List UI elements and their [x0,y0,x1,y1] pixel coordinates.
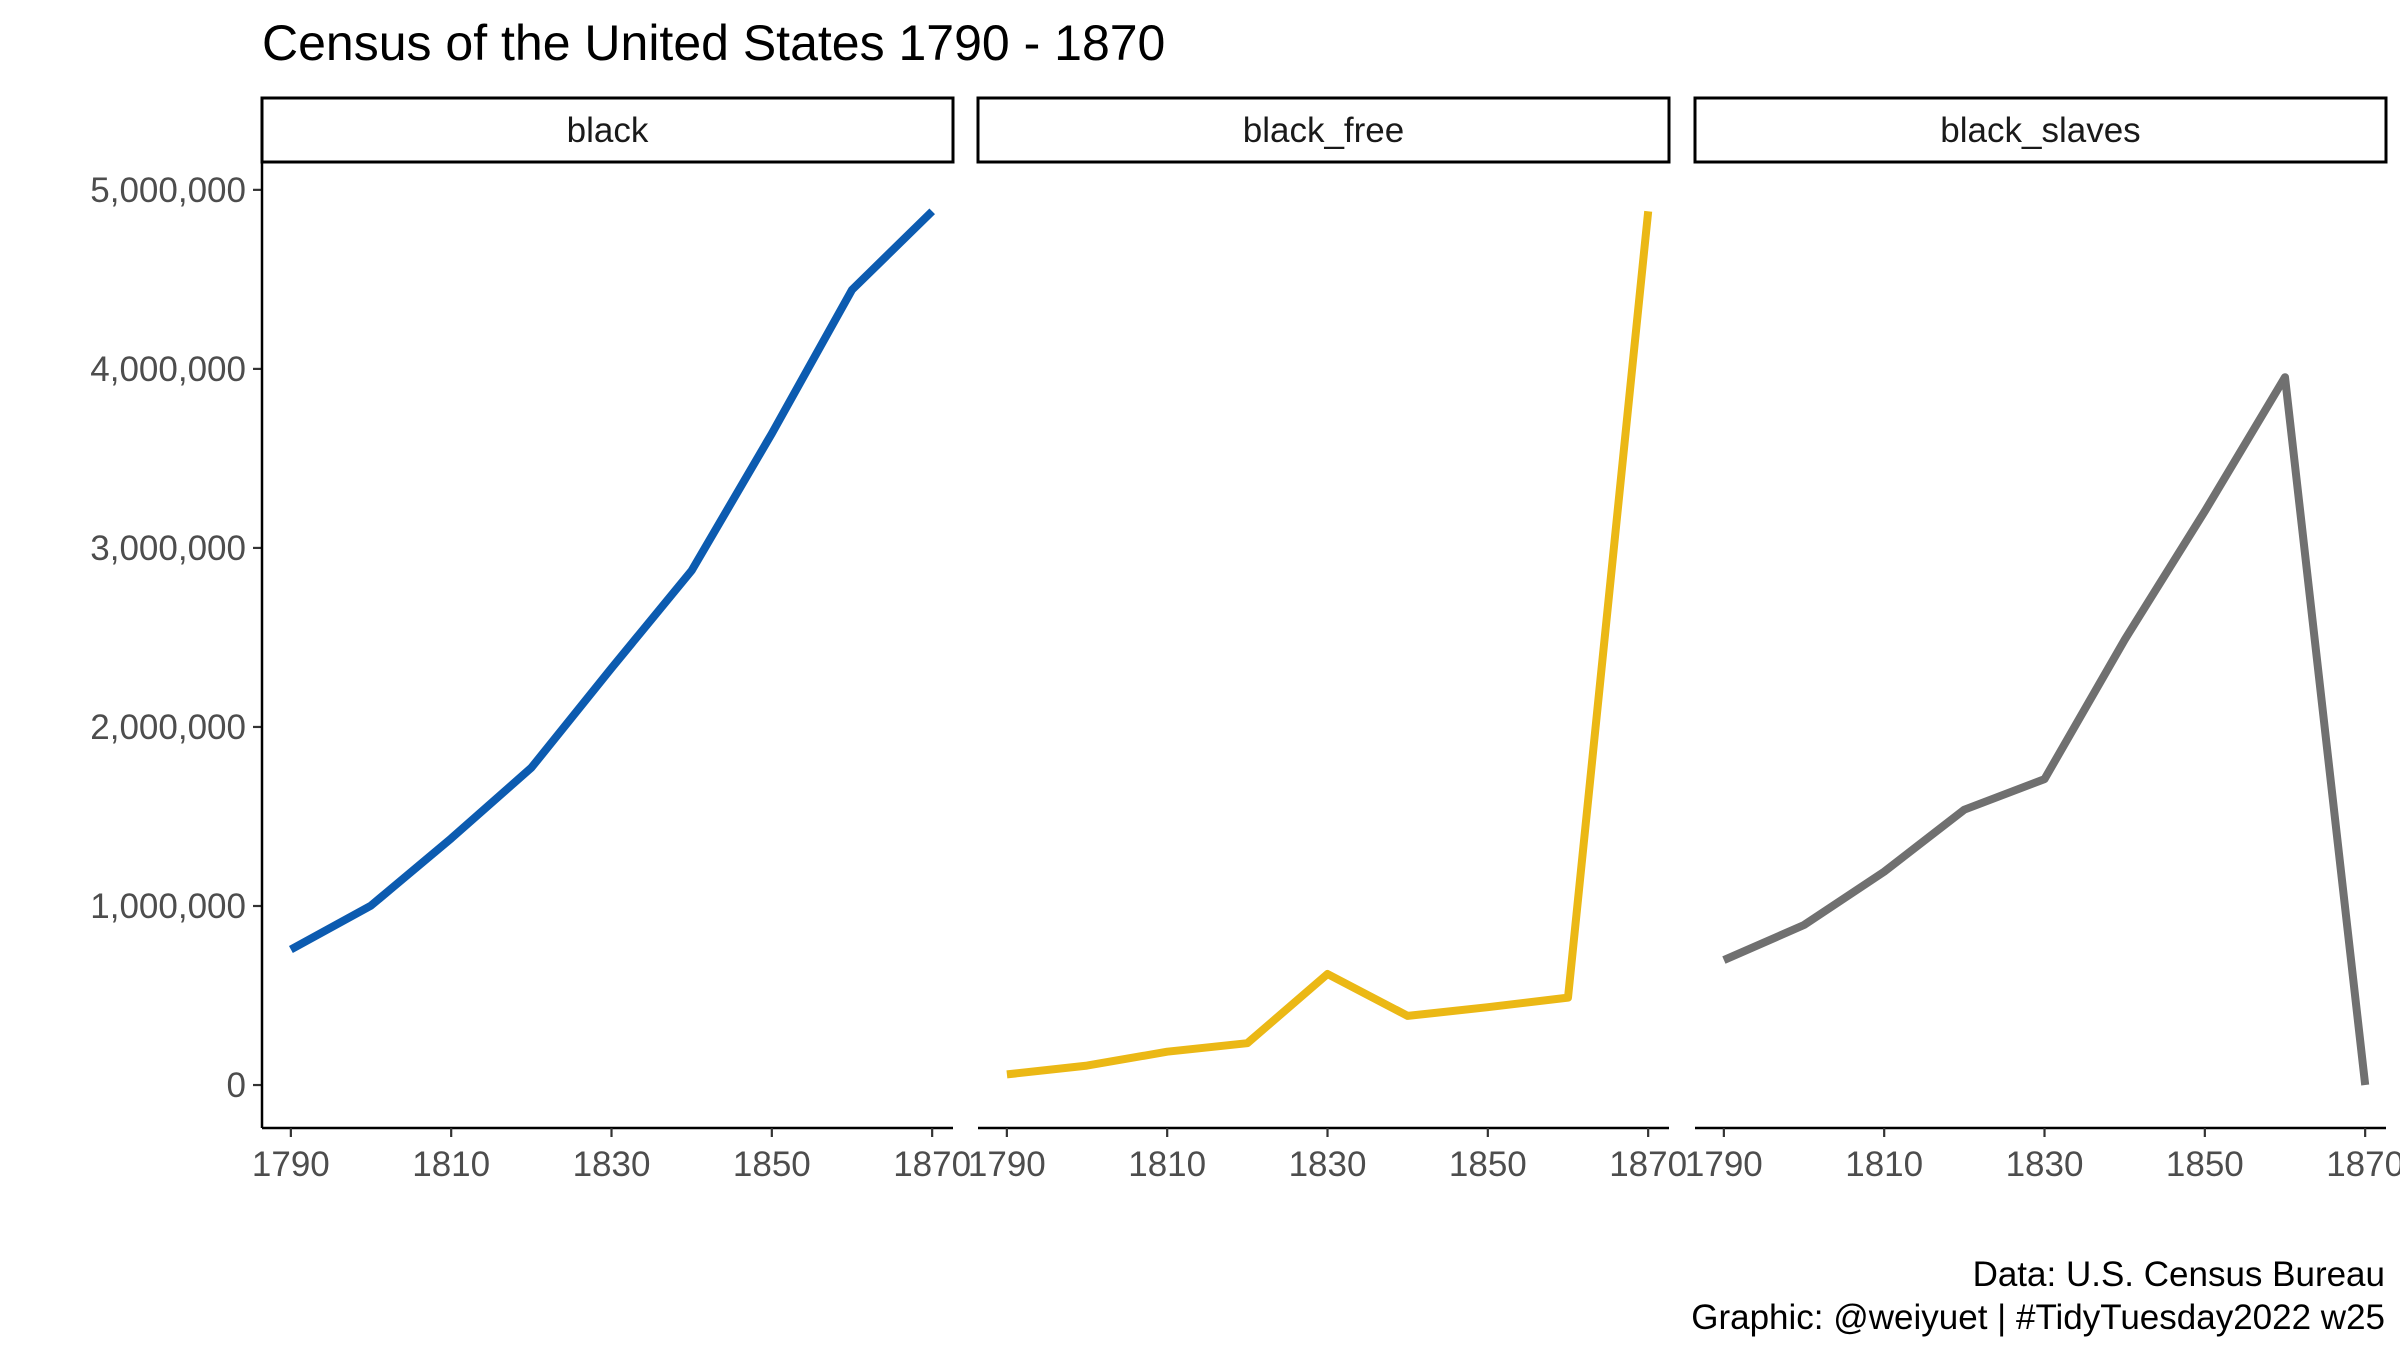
y-axis: 0 1,000,000 2,000,000 3,000,000 4,000,000 5,0… [90,163,264,1128]
facet-strip [1693,96,2388,164]
x-tick-label: 1790 [968,1145,1046,1184]
y-tick-label: 1,000,000 [90,887,246,926]
y-tick-label: 2,000,000 [90,708,246,747]
x-tick-label: 1850 [2166,1145,2244,1184]
x-tick-label: 1790 [1685,1145,1763,1184]
x-tick-label: 1810 [412,1145,490,1184]
series-line-black [288,208,935,954]
y-tick-label: 5,000,000 [90,171,246,210]
facet-strip [260,96,955,164]
x-tick-label: 1850 [1449,1145,1527,1184]
chart-title: Census of the United States 1790 - 1870 [262,15,1165,71]
x-tick-label: 1790 [252,1145,330,1184]
x-tick-label: 1870 [2326,1145,2400,1184]
x-tick-label: 1810 [1128,1145,1206,1184]
facet-strip-label: black_slaves [1940,111,2140,150]
y-tick-label: 4,000,000 [90,350,246,389]
x-tick-label: 1830 [2006,1145,2084,1184]
facet-strip-label: black [567,111,649,150]
x-tick-label: 1870 [1609,1145,1687,1184]
facet-panel-black-free: black_free 1790 1810 1830 1850 1870 [968,96,1687,1184]
facet-panel-black: black 1790 1810 1830 1850 1870 [252,96,971,1184]
caption-source: Data: U.S. Census Bureau [1973,1255,2385,1294]
y-tick-label: 0 [227,1066,246,1105]
series-line-black-slaves [1722,373,2370,1086]
x-tick-label: 1870 [893,1145,971,1184]
x-tick-label: 1830 [1289,1145,1367,1184]
facet-strip [976,96,1671,164]
x-tick-label: 1830 [573,1145,651,1184]
caption-credit: Graphic: @weiyuet | #TidyTuesday2022 w25 [1691,1298,2385,1337]
facet-panel-black-slaves: black_slaves 1790 1810 1830 1850 1870 [1685,96,2400,1184]
facet-strip-label: black_free [1243,111,1404,150]
x-tick-label: 1850 [733,1145,811,1184]
y-tick-label: 3,000,000 [90,529,246,568]
x-tick-label: 1810 [1845,1145,1923,1184]
series-line-black-free [1006,210,1653,1079]
